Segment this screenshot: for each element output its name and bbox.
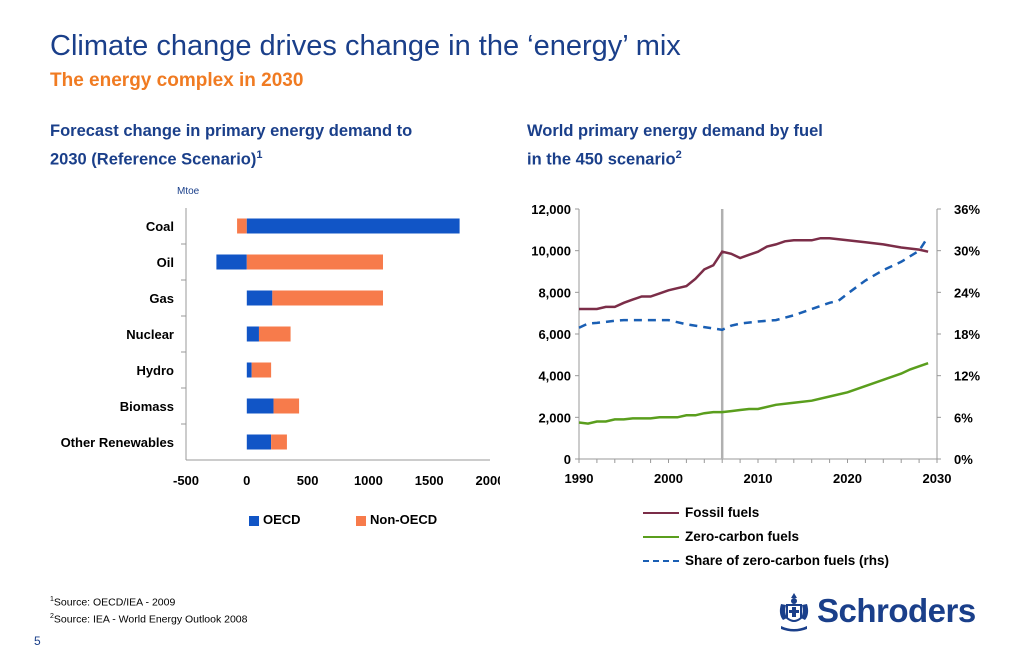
right-tick-label: 12% [954,369,980,384]
left-tick-label: 6,000 [538,327,571,342]
category-label: Other Renewables [61,435,174,450]
x-tick-label: 2010 [744,471,773,486]
category-label: Coal [146,219,174,234]
bar-segment [237,218,247,234]
schroders-logo: Schroders [775,590,985,636]
legend-zero-carbon-label: Zero-carbon fuels [685,529,800,544]
bar-segment [272,290,383,306]
x-tick-label: 2000 [654,471,683,486]
right-chart-title-line2: in the 450 scenario2 [527,149,682,169]
category-label: Nuclear [126,327,174,342]
right-tick-label: 36% [954,202,980,217]
source-2: 2Source: IEA - World Energy Outlook 2008 [50,612,248,626]
legend-oecd-label: OECD [263,512,301,527]
bar-x-tick-labels: -500 0 500 1000 1500 2000 [173,473,500,488]
legend-share: Share of zero-carbon fuels (rhs) [643,553,889,568]
legend-fossil: Fossil fuels [643,505,759,520]
legend-zero-carbon-line [643,536,679,539]
page-title: Climate change drives change in the ‘ene… [50,30,681,62]
legend-non-oecd-swatch [356,515,366,526]
x-tick-label: 500 [297,473,319,488]
legend-fossil-label: Fossil fuels [685,505,760,520]
x-tick-label: 1000 [354,473,383,488]
zero-carbon-share-line [578,236,930,332]
page-number: 5 [34,634,41,648]
x-tick-label: -500 [173,473,199,488]
left-tick-label: 4,000 [538,369,571,384]
energy-demand-bar-chart: Mtoe Coal Oil Gas Nuclear Hydro Biomass Other … [61,186,500,488]
right-tick-label: 30% [954,244,980,259]
right-chart-title-line1: World primary energy demand by fuel [527,122,823,140]
left-tick-label: 8,000 [538,285,571,300]
bar-segment [273,398,300,414]
legend-share-label: Share of zero-carbon fuels (rhs) [685,553,890,568]
legend-fossil-line [643,512,679,515]
bar-segment [216,254,247,270]
bar-segment [246,362,252,378]
left-tick-label: 10,000 [531,244,571,259]
right-chart-title: World primary energy demand by fuel in t… [527,119,823,172]
x-tick-label: 0 [243,473,250,488]
bar-segment [271,434,287,450]
crest-icon [779,593,809,632]
left-chart-title: Forecast change in primary energy demand… [50,119,412,172]
line-axes [575,208,941,463]
bar-segment [258,326,291,342]
page-subtitle: The energy complex in 2030 [50,70,304,91]
legend-zero-carbon: Zero-carbon fuels [643,529,799,544]
legend-non-oecd-label: Non-OECD [370,512,438,527]
bar-marks [216,218,460,450]
x-tick-label: 1500 [415,473,444,488]
category-label: Oil [157,255,174,270]
bar-segment [246,326,259,342]
bar-category-labels: Coal Oil Gas Nuclear Hydro Biomass Other Renew… [61,219,174,450]
x-tick-label: 2030 [923,471,952,486]
zero-carbon-fuels-line [578,362,929,425]
legend-oecd: OECD [249,512,301,527]
bar-segment [246,218,460,234]
source-1: 1Source: OECD/IEA - 2009 [50,596,176,609]
left-tick-label: 12,000 [531,202,571,217]
sources: 1Source: OECD/IEA - 2009 2Source: IEA - … [50,593,247,626]
right-tick-label: 6% [954,410,973,425]
energy-demand-line-chart: 0 2,000 4,000 6,000 8,000 10,000 12,000 0% 6% 12%… [531,202,980,486]
right-tick-label: 24% [954,285,980,300]
left-tick-label: 2,000 [538,410,571,425]
unit-label: Mtoe [177,186,200,197]
right-tick-label: 18% [954,327,980,342]
bar-grid [181,208,490,461]
category-label: Hydro [136,363,174,378]
left-tick-label: 0 [564,452,571,467]
x-tick-label: 2000 [476,473,500,488]
line-tick-labels: 0 2,000 4,000 6,000 8,000 10,000 12,000 0% 6% 12%… [531,202,980,486]
category-label: Biomass [120,399,174,414]
line-marks [578,236,930,425]
bar-segment [251,362,272,378]
bar-segment [246,290,273,306]
legend-non-oecd: Non-OECD [356,512,437,527]
logo-text: Schroders [817,592,976,629]
bar-segment [246,434,272,450]
x-tick-label: 1990 [565,471,594,486]
bar-segment [246,398,274,414]
legend-share-line [643,560,679,563]
bar-segment [246,254,383,270]
left-chart-title-line1: Forecast change in primary energy demand… [50,122,413,140]
category-label: Gas [149,291,174,306]
left-chart-title-line2: 2030 (Reference Scenario)1 [50,149,263,169]
right-tick-label: 0% [954,452,973,467]
fossil-fuels-line [579,236,929,311]
x-tick-label: 2020 [833,471,862,486]
legend-oecd-swatch [249,515,259,526]
